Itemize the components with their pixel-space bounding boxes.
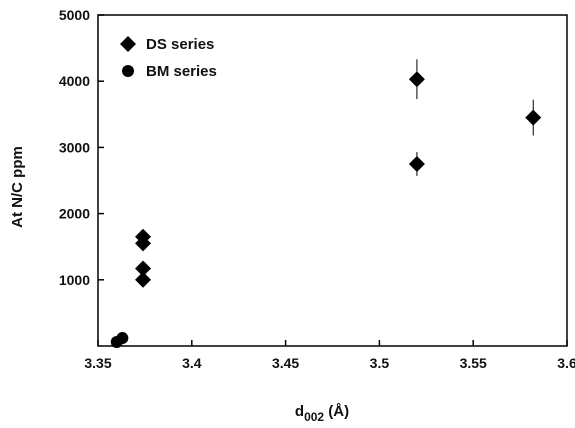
x-tick-label: 3.45 (272, 355, 299, 371)
y-tick-label: 2000 (59, 206, 90, 222)
data-point (408, 71, 425, 88)
x-tick-label: 3.5 (370, 355, 390, 371)
y-tick-label: 3000 (59, 139, 90, 155)
data-point (135, 271, 152, 288)
data-point (525, 109, 542, 126)
y-axis-ticks: 1000 2000 3000 4000 5000 (59, 7, 104, 288)
plot-frame (97, 14, 568, 347)
x-axis-title-unit: (Å) (324, 403, 349, 420)
legend-marker (120, 36, 136, 52)
x-tick-label: 3.55 (460, 355, 487, 371)
x-tick-label: 3.6 (557, 355, 575, 371)
data-point (135, 235, 152, 252)
x-axis-ticks: 3.35 3.4 3.45 3.5 3.55 3.6 (84, 340, 575, 371)
data-point (408, 155, 425, 172)
x-tick-label: 3.35 (84, 355, 111, 371)
x-axis-title-subscript: 002 (304, 410, 324, 424)
x-tick-label: 3.4 (182, 355, 202, 371)
y-axis-title: At N/C ppm (9, 146, 26, 228)
data-point (135, 260, 152, 277)
legend-marker (122, 65, 134, 77)
legend-label: BM series (146, 63, 217, 80)
plot-border (97, 14, 568, 347)
x-axis-title-main: d (295, 403, 304, 420)
y-tick-label: 1000 (59, 272, 90, 288)
y-tick-label: 5000 (59, 7, 90, 23)
legend: DS series BM series (120, 36, 217, 80)
legend-label: DS series (146, 36, 214, 53)
data-points (110, 59, 542, 349)
y-tick-label: 4000 (59, 73, 90, 89)
x-axis-title: d002 (Å) (295, 403, 349, 424)
data-point (116, 332, 129, 345)
